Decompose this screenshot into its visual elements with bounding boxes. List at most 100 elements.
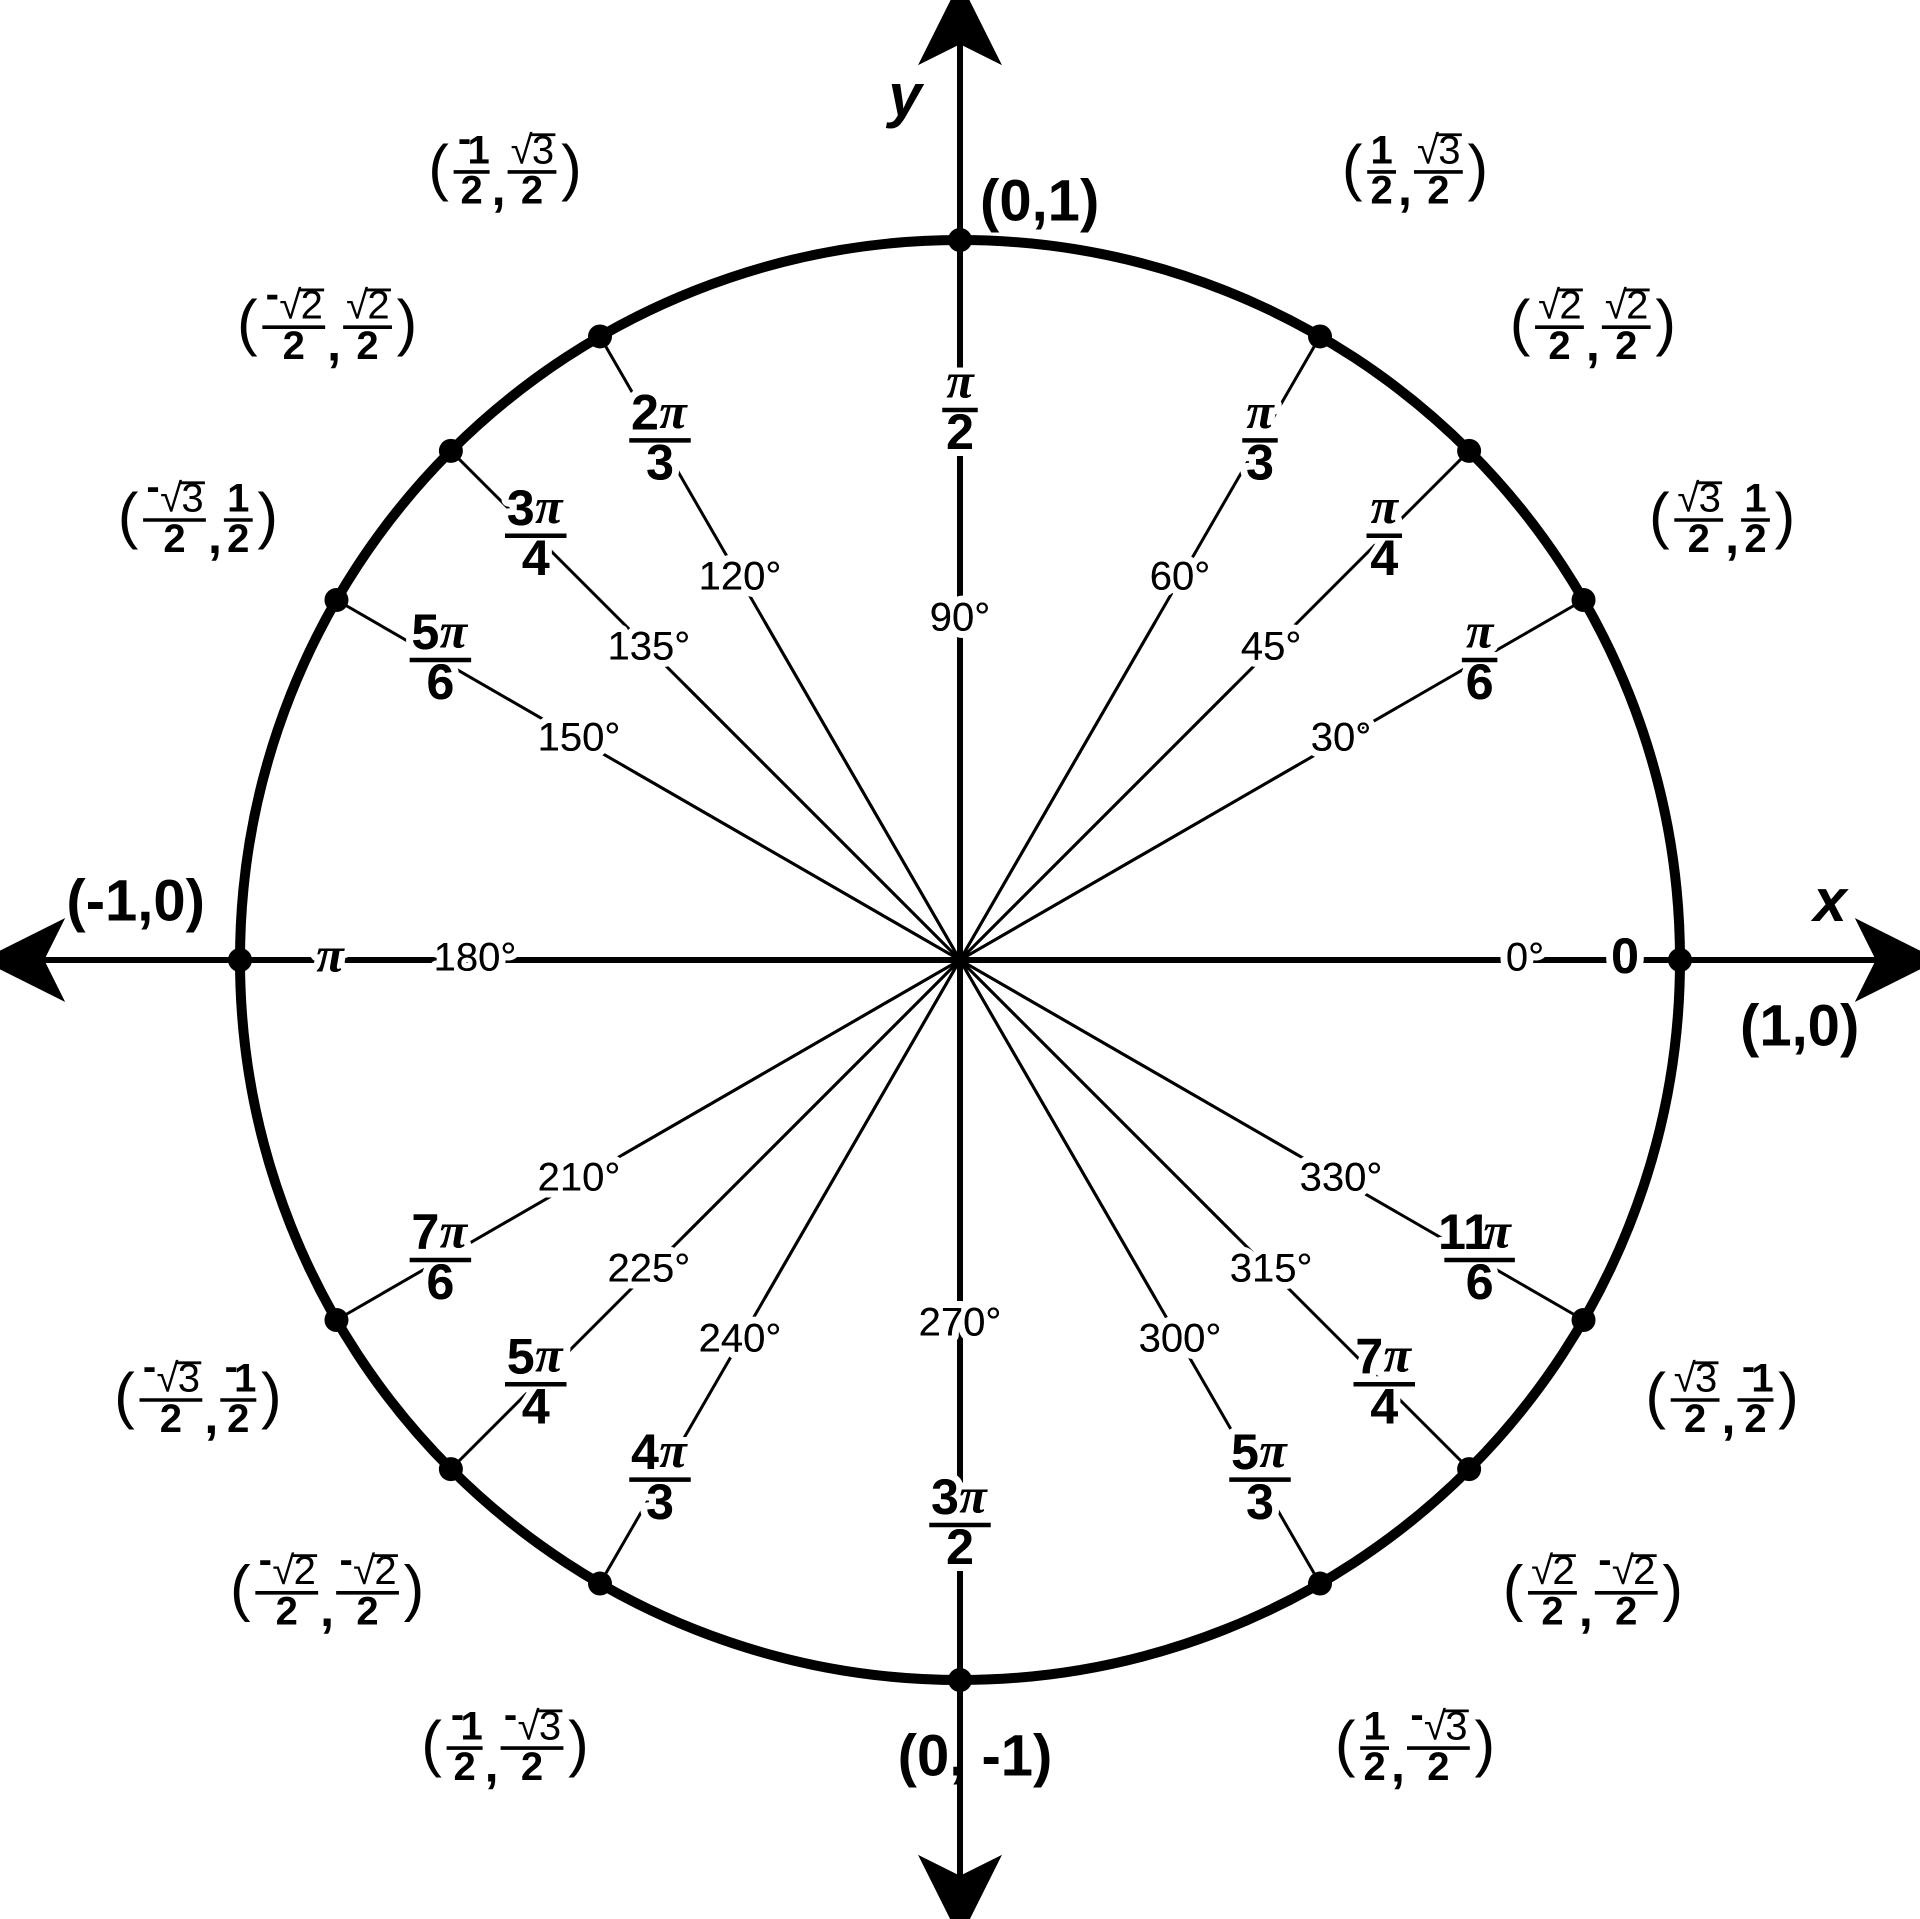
svg-text:π: π — [316, 926, 345, 982]
degree-label: 45°45° — [1241, 624, 1302, 668]
svg-text:150°: 150° — [538, 716, 621, 760]
svg-text:√: √ — [1417, 128, 1439, 172]
svg-text:(: ( — [114, 1361, 135, 1430]
svg-text:): ) — [568, 1709, 589, 1778]
degree-label: 300°300° — [1139, 1317, 1222, 1361]
svg-text:2: 2 — [1615, 324, 1637, 368]
svg-text:2: 2 — [946, 404, 974, 460]
svg-text:5: 5 — [411, 604, 439, 660]
radian-label: 11π611π6 — [1438, 1202, 1515, 1310]
svg-text:,: , — [1725, 508, 1739, 564]
svg-text:√: √ — [1531, 1549, 1553, 1593]
svg-text:2: 2 — [1427, 169, 1449, 213]
svg-text:-: - — [504, 1693, 517, 1737]
svg-text:225°: 225° — [608, 1247, 691, 1291]
svg-text:(: ( — [118, 481, 139, 550]
coord-label: (-12,-√32) — [421, 1693, 588, 1792]
x-axis-label: x — [1810, 867, 1849, 934]
svg-text:2: 2 — [1548, 324, 1570, 368]
svg-text:,: , — [320, 1581, 334, 1637]
svg-text:π: π — [1466, 602, 1495, 658]
svg-text:√: √ — [511, 128, 533, 172]
circle-point — [439, 439, 463, 463]
svg-text:3: 3 — [1246, 435, 1274, 491]
svg-text:): ) — [1775, 481, 1796, 550]
coord-label: (1,0) — [1740, 993, 1859, 1058]
svg-text:-: - — [266, 272, 279, 316]
svg-text:√: √ — [160, 476, 182, 520]
svg-text:,: , — [485, 1736, 499, 1792]
svg-text:270°: 270° — [919, 1301, 1002, 1345]
svg-text:π: π — [535, 478, 564, 534]
svg-text:(: ( — [230, 1554, 251, 1623]
svg-text:2: 2 — [631, 385, 659, 441]
radian-label: 5π35π3 — [1229, 1422, 1291, 1530]
radian-label: 00 — [1611, 928, 1639, 984]
svg-text:(: ( — [1649, 481, 1670, 550]
svg-text:,: , — [204, 1388, 218, 1444]
circle-point — [1308, 1572, 1332, 1596]
svg-text:(: ( — [1510, 289, 1531, 358]
svg-text:(: ( — [1645, 1361, 1666, 1430]
coord-label: (√32,12) — [1649, 476, 1795, 564]
svg-text:,: , — [1398, 160, 1412, 216]
svg-text:2: 2 — [1363, 1745, 1385, 1789]
degree-label: 270°270° — [919, 1301, 1002, 1345]
svg-text:π: π — [659, 383, 688, 439]
svg-text:,: , — [208, 508, 222, 564]
svg-text:2: 2 — [227, 517, 249, 561]
svg-text:6: 6 — [426, 1254, 454, 1310]
svg-text:,: , — [1391, 1736, 1405, 1792]
circle-point — [588, 1572, 612, 1596]
svg-text:(: ( — [428, 133, 449, 202]
coord-label: (12,√32) — [1342, 128, 1488, 216]
circle-point — [324, 588, 348, 612]
svg-text:(: ( — [1335, 1709, 1356, 1778]
svg-text:π: π — [959, 1467, 988, 1523]
svg-text:): ) — [397, 289, 418, 358]
svg-text:3: 3 — [931, 1469, 959, 1525]
svg-text:1: 1 — [1370, 128, 1392, 172]
svg-text:π: π — [535, 1327, 564, 1383]
svg-text:2: 2 — [1684, 1397, 1706, 1441]
svg-text:1: 1 — [227, 476, 249, 520]
svg-text:5: 5 — [1231, 1424, 1259, 1480]
svg-text:2: 2 — [1615, 1590, 1637, 1634]
svg-text:): ) — [404, 1554, 425, 1623]
degree-label: 330°330° — [1300, 1156, 1383, 1200]
svg-text:): ) — [1662, 1554, 1683, 1623]
coord-label: (-√32,-12) — [114, 1345, 281, 1444]
radian-label: π3π3 — [1242, 383, 1278, 491]
svg-text:3: 3 — [507, 480, 535, 536]
circle-point — [1308, 324, 1332, 348]
svg-text:): ) — [1474, 1709, 1495, 1778]
svg-text:): ) — [257, 481, 278, 550]
circle-point — [588, 324, 612, 348]
svg-text:π: π — [659, 1422, 688, 1478]
svg-text:5: 5 — [507, 1328, 535, 1384]
degree-label: 225°225° — [608, 1247, 691, 1291]
svg-text:6: 6 — [1466, 1254, 1494, 1310]
radian-label: 3π43π4 — [505, 478, 566, 586]
coord-label: (-√22,√22) — [237, 272, 417, 371]
circle-point — [1457, 1457, 1481, 1481]
svg-text:0: 0 — [1611, 928, 1639, 984]
svg-text:2: 2 — [1744, 1397, 1766, 1441]
svg-text:): ) — [1655, 289, 1676, 358]
svg-text:210°: 210° — [538, 1156, 621, 1200]
svg-text:-: - — [259, 1538, 272, 1582]
svg-text:315°: 315° — [1230, 1247, 1313, 1291]
svg-text:√: √ — [1424, 1704, 1446, 1748]
degree-label: 135°135° — [608, 624, 691, 668]
svg-text:√: √ — [518, 1704, 540, 1748]
radian-label: 4π34π3 — [629, 1422, 691, 1530]
circle-point — [1668, 948, 1692, 972]
svg-text:(: ( — [421, 1709, 442, 1778]
radian-label: 2π32π3 — [629, 383, 691, 491]
svg-text:4: 4 — [1370, 530, 1398, 586]
coord-label: (-√32,12) — [118, 465, 278, 564]
degree-label: 120°120° — [699, 555, 782, 599]
svg-text:,: , — [492, 160, 506, 216]
svg-text:π: π — [1483, 1202, 1512, 1258]
svg-text:2: 2 — [453, 1745, 475, 1789]
